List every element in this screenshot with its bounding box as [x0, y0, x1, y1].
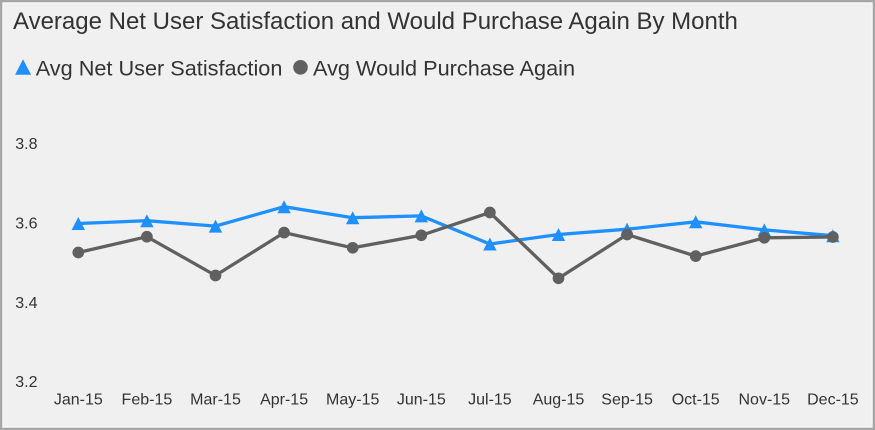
svg-text:Mar-15: Mar-15 — [190, 392, 241, 409]
svg-text:3.6: 3.6 — [15, 216, 37, 233]
svg-text:Aug-15: Aug-15 — [533, 392, 585, 409]
svg-text:May-15: May-15 — [326, 392, 379, 409]
svg-text:3.2: 3.2 — [15, 374, 37, 391]
svg-text:Avg Net User Satisfaction: Avg Net User Satisfaction — [36, 56, 283, 81]
svg-text:Jan-15: Jan-15 — [54, 392, 103, 409]
svg-text:Sep-15: Sep-15 — [601, 392, 653, 409]
svg-text:Dec-15: Dec-15 — [807, 392, 859, 409]
svg-text:Average Net User Satisfaction: Average Net User Satisfaction and Would … — [13, 8, 738, 35]
svg-text:Nov-15: Nov-15 — [739, 392, 791, 409]
svg-text:3.4: 3.4 — [15, 295, 37, 312]
svg-text:Avg Would Purchase Again: Avg Would Purchase Again — [313, 56, 575, 81]
svg-text:Jul-15: Jul-15 — [468, 392, 512, 409]
svg-text:Jun-15: Jun-15 — [397, 392, 446, 409]
svg-text:3.8: 3.8 — [15, 136, 37, 153]
svg-text:Oct-15: Oct-15 — [672, 392, 720, 409]
svg-text:Apr-15: Apr-15 — [260, 392, 308, 409]
svg-text:Feb-15: Feb-15 — [122, 392, 173, 409]
